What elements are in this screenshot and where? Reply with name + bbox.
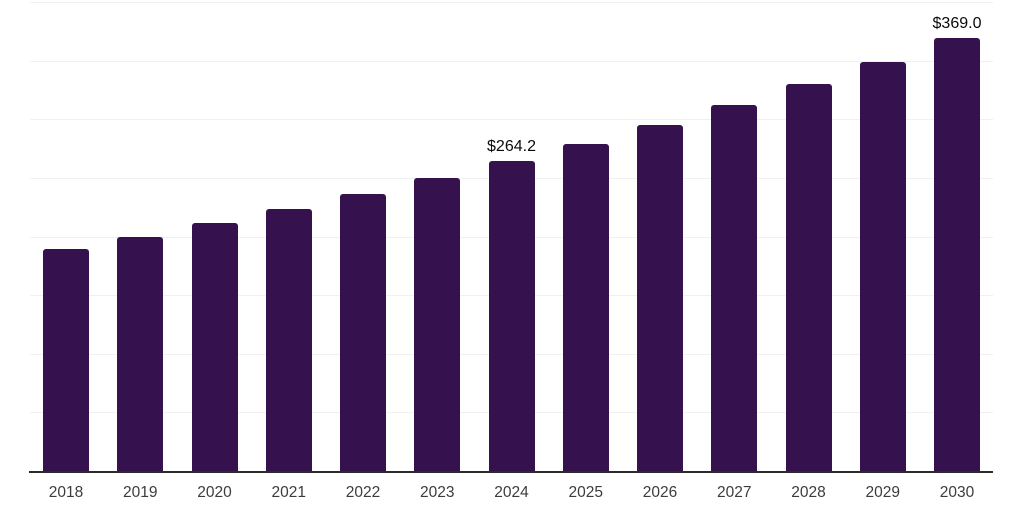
- x-tick-2028: 2028: [791, 484, 826, 501]
- x-tick-2022: 2022: [345, 484, 381, 501]
- x-axis-labels: 2018 2019 2020 2021 2022 2023 2024 2025 2026 2027…: [30, 484, 993, 506]
- x-tick-2021: 2021: [271, 484, 306, 501]
- bar-2019: [117, 236, 164, 471]
- bar-2020: [191, 223, 238, 471]
- bar-2022: [340, 193, 386, 471]
- bar-2021: [265, 208, 312, 471]
- bar-2026: [637, 124, 683, 471]
- x-tick-2030: 2030: [939, 484, 975, 501]
- bar-2025: [562, 143, 609, 471]
- x-tick-2027: 2027: [717, 484, 752, 501]
- x-tick-2025: 2025: [568, 484, 603, 501]
- x-tick-2023: 2023: [420, 484, 455, 501]
- x-tick-2026: 2026: [642, 484, 678, 501]
- bar-2029: [859, 61, 906, 471]
- bar-2027: [711, 104, 758, 471]
- bar-2028: [785, 83, 832, 471]
- x-tick-2019: 2019: [123, 484, 158, 501]
- x-tick-2020: 2020: [197, 484, 232, 501]
- x-axis-line: [29, 471, 993, 473]
- plot-area: $264.2 $369.0: [30, 0, 993, 471]
- bar-2018: [43, 249, 89, 471]
- gridline-400: [30, 1, 993, 3]
- x-tick-2029: 2029: [865, 484, 900, 501]
- data-label-2030: $369.0: [932, 15, 982, 33]
- bar-2030: [934, 38, 980, 471]
- bar-2024: [488, 161, 535, 471]
- bar-2023: [414, 178, 461, 471]
- x-tick-2018: 2018: [48, 484, 84, 501]
- data-label-2024: $264.2: [487, 138, 536, 156]
- gridline-300: [30, 119, 993, 121]
- x-tick-2024: 2024: [494, 484, 529, 501]
- gridline-350: [30, 60, 993, 62]
